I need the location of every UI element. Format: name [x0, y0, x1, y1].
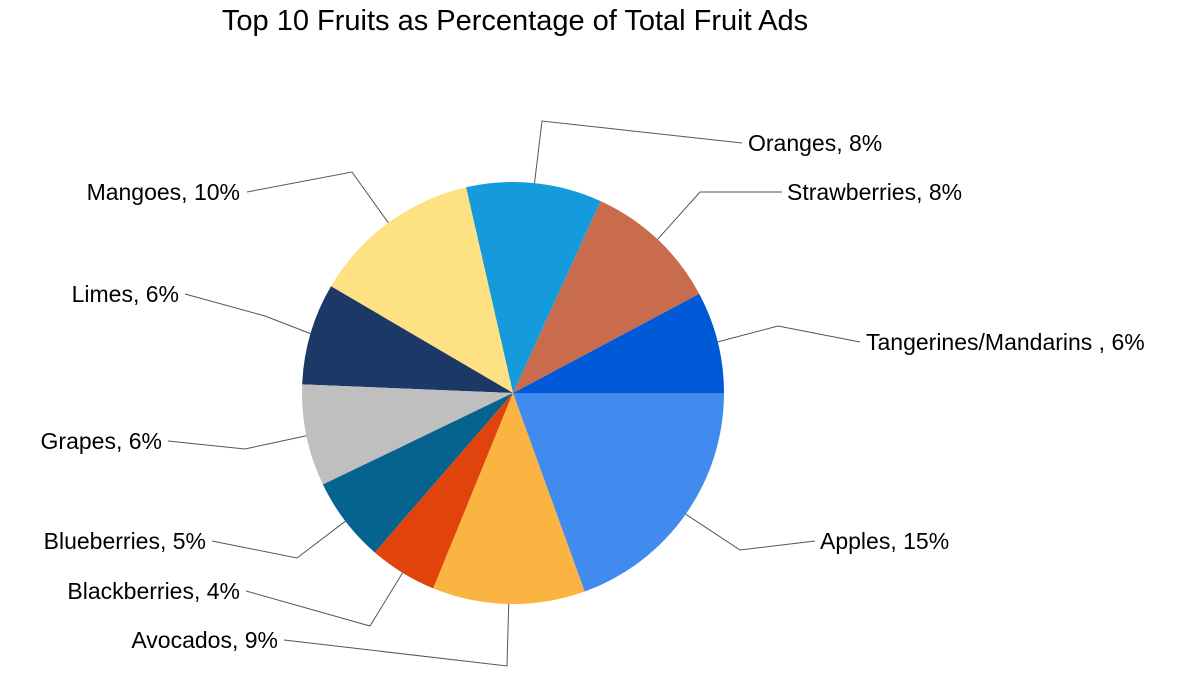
leader-line-tangerines-mandarins	[717, 325, 861, 343]
data-label-avocados: Avocados, 9%	[131, 627, 278, 653]
pie-slice-oranges	[466, 182, 601, 393]
leader-line-limes	[184, 293, 311, 335]
pie-slice-limes	[302, 286, 513, 393]
pie-slice-grapes	[302, 384, 513, 485]
pie-slice-blueberries	[322, 393, 513, 553]
leader-line-strawberries	[657, 191, 782, 240]
pie-slice-avocados	[433, 393, 585, 605]
pie-slice-strawberries	[513, 201, 700, 393]
chart-title: Top 10 Fruits as Percentage of Total Fru…	[221, 5, 809, 37]
data-label-limes: Limes, 6%	[72, 281, 179, 307]
leader-line-grapes	[167, 435, 307, 450]
pie-slice-tangerines-mandarins	[513, 293, 724, 393]
pie-slice-blackberries	[374, 393, 513, 589]
pie-slice-mangoes	[330, 187, 513, 393]
data-label-oranges: Oranges, 8%	[748, 130, 882, 156]
data-label-strawberries: Strawberries, 8%	[787, 179, 962, 205]
leader-line-mangoes	[246, 171, 389, 224]
data-label-grapes: Grapes, 6%	[41, 428, 162, 454]
data-label-tangerines-mandarins: Tangerines/Mandarins , 6%	[866, 329, 1145, 355]
pie-slice-apples	[513, 393, 724, 592]
leader-line-avocados	[283, 603, 510, 667]
leader-line-blackberries	[245, 572, 404, 627]
leader-line-blueberries	[211, 520, 346, 559]
leader-line-apples	[685, 513, 816, 551]
data-label-blackberries: Blackberries, 4%	[67, 578, 240, 604]
leader-line-oranges	[534, 120, 743, 184]
data-label-mangoes: Mangoes, 10%	[87, 179, 240, 205]
data-label-blueberries: Blueberries, 5%	[44, 528, 206, 554]
data-label-apples: Apples, 15%	[820, 528, 949, 554]
